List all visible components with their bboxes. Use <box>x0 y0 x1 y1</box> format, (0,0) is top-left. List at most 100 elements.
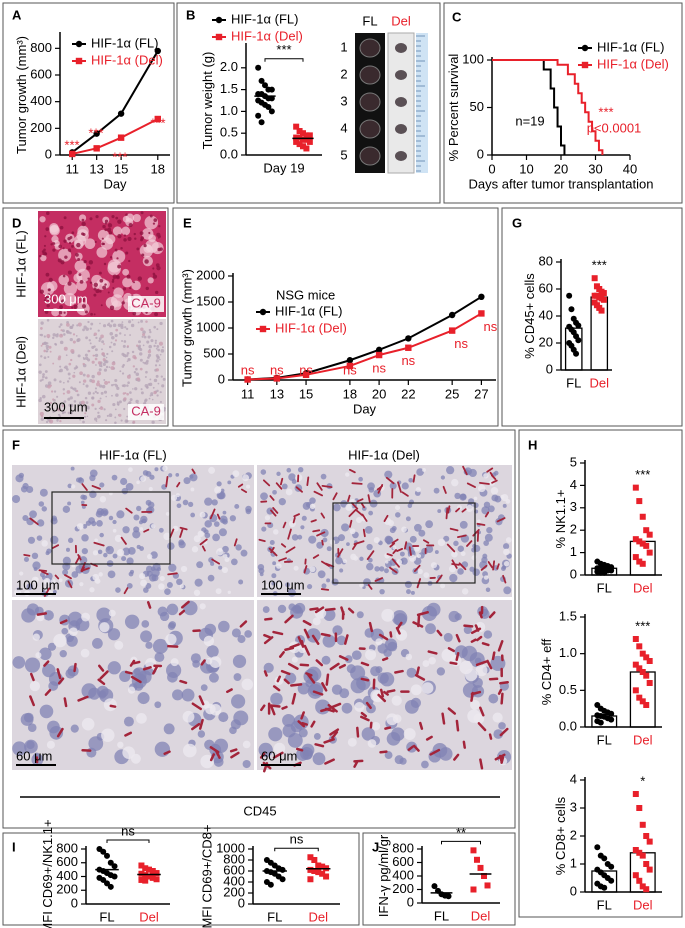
point <box>154 47 161 55</box>
stain-streak <box>355 509 364 517</box>
tissue-texture <box>425 623 436 635</box>
tissue-texture <box>125 213 128 216</box>
tissue-texture <box>153 344 156 348</box>
tissue-texture <box>76 338 81 342</box>
tissue-texture <box>168 473 173 478</box>
tissue-texture <box>232 654 247 668</box>
tissue-texture <box>409 554 417 562</box>
tissue-texture <box>124 614 140 629</box>
tissue-texture <box>79 582 84 587</box>
tumor-photo <box>395 151 407 161</box>
tissue-texture <box>272 489 277 495</box>
tissue-texture <box>105 545 114 555</box>
tissue-texture <box>141 518 147 524</box>
point <box>153 876 160 883</box>
stain-streak <box>233 538 238 547</box>
tissue-texture <box>313 732 321 740</box>
tissue-texture <box>163 723 175 735</box>
tissue-texture <box>99 278 104 283</box>
tissue-texture <box>354 701 365 712</box>
point <box>470 886 477 893</box>
tissue-texture <box>92 550 99 556</box>
point <box>153 870 160 877</box>
tissue-texture <box>98 690 107 699</box>
tissue-texture <box>168 621 177 629</box>
tissue-texture <box>88 350 91 352</box>
tissue-texture <box>128 259 131 263</box>
stain-streak <box>54 574 60 580</box>
tissue-texture <box>76 242 81 248</box>
tissue-texture <box>83 415 87 418</box>
row-label: 5 <box>340 147 347 162</box>
tissue-texture <box>58 248 72 262</box>
tissue-texture <box>69 627 78 637</box>
x-tick-label: Del <box>139 909 159 924</box>
tissue-texture <box>107 661 121 675</box>
stain-streak <box>320 512 326 519</box>
y-tick-label: 1 <box>570 855 577 870</box>
tissue-texture <box>48 419 54 424</box>
tissue-texture <box>121 372 125 375</box>
tissue-texture <box>64 255 68 259</box>
stain-streak <box>488 611 496 619</box>
tissue-texture <box>92 638 103 649</box>
annotation: p<0.0001 <box>587 120 642 135</box>
point <box>306 132 313 139</box>
tissue-texture <box>165 511 170 516</box>
tissue-texture <box>341 523 350 532</box>
tissue-texture <box>99 322 101 325</box>
y-tick-label: 400 <box>30 93 52 108</box>
point <box>154 115 161 123</box>
tissue-texture <box>161 346 164 349</box>
stain-streak <box>51 544 60 549</box>
y-tick-label: 0.0 <box>559 718 577 733</box>
point <box>315 862 322 869</box>
tissue-texture <box>472 568 480 577</box>
tissue-texture <box>68 377 71 380</box>
tumor-photo <box>395 43 407 53</box>
stain-streak <box>497 640 504 652</box>
tissue-texture <box>269 540 275 545</box>
tissue-texture <box>112 287 115 290</box>
tissue-texture <box>99 622 110 633</box>
stain-streak <box>178 609 186 616</box>
tissue-texture <box>168 563 177 572</box>
stain-streak <box>479 706 485 717</box>
legend-marker <box>581 61 589 69</box>
point <box>445 893 452 900</box>
tissue-texture <box>67 397 71 401</box>
tissue-texture <box>437 509 442 513</box>
point <box>568 306 575 313</box>
tissue-texture <box>157 348 161 352</box>
tissue-texture <box>114 333 118 338</box>
tissue-texture <box>44 235 47 238</box>
y-tick-label: 2.0 <box>220 59 238 74</box>
tissue-texture <box>129 569 135 574</box>
tissue-texture <box>73 400 77 403</box>
tissue-texture <box>294 602 306 614</box>
stain-streak <box>389 631 393 638</box>
tissue-texture <box>146 386 149 389</box>
tissue-texture <box>224 557 230 563</box>
y-tick-label: 0.0 <box>220 146 238 161</box>
tissue-texture <box>461 645 478 662</box>
y-tick-label: 0 <box>570 566 577 581</box>
stain-streak <box>502 574 507 584</box>
tissue-texture <box>133 526 140 533</box>
point <box>575 322 582 329</box>
stain-streak <box>407 745 415 751</box>
tissue-texture <box>52 299 56 303</box>
stain-streak <box>397 481 402 493</box>
tissue-texture <box>103 379 106 381</box>
tissue-texture <box>57 407 61 412</box>
tissue-texture <box>156 394 159 397</box>
tissue-texture <box>483 575 489 580</box>
tissue-texture <box>131 280 141 291</box>
tissue-texture <box>375 638 383 646</box>
tissue-texture <box>22 514 29 522</box>
tissue-texture <box>136 544 141 550</box>
tissue-texture <box>145 565 153 573</box>
tissue-texture <box>276 563 282 569</box>
stain-streak <box>290 683 303 687</box>
annotation: ns <box>484 319 498 334</box>
